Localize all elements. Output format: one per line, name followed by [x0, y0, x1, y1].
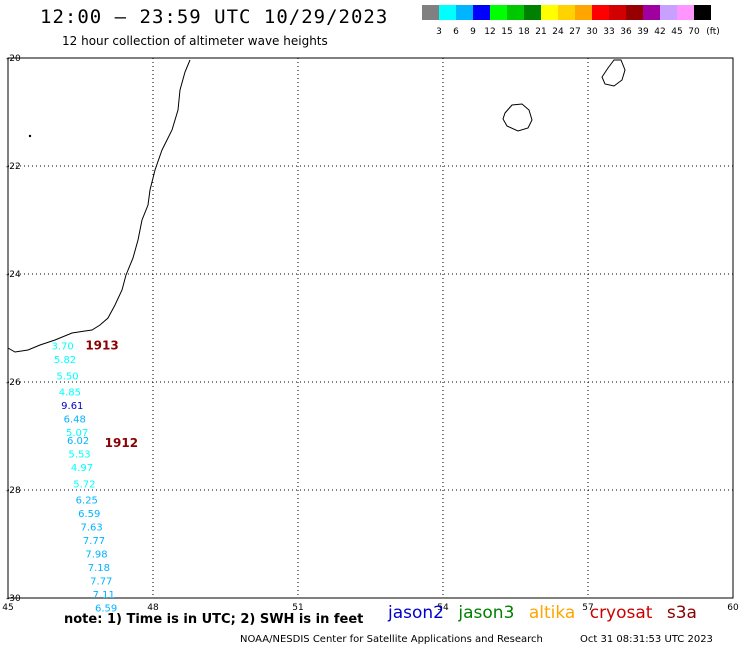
longitude-tick-label: 60: [727, 603, 739, 613]
color-scale-swatch: [660, 5, 677, 20]
color-scale-swatch: [558, 5, 575, 20]
color-scale-swatch: [473, 5, 490, 20]
color-scale-tick-label: 3: [436, 27, 442, 37]
legend-jason3: jason3: [458, 603, 515, 623]
color-scale-swatch: [592, 5, 609, 20]
wave-height-value: 5.82: [54, 355, 76, 366]
mauritius-island: [601, 59, 626, 87]
color-scale-tick-label: 9: [470, 27, 476, 37]
color-scale-tick-label: 6: [453, 27, 459, 37]
small-island: [28, 134, 32, 138]
color-scale-swatch: [422, 5, 439, 20]
longitude-tick-label: 54: [437, 603, 449, 613]
coastline: [7, 59, 626, 353]
latitude-tick-label: -28: [6, 486, 21, 496]
map-grid: 45 48 51 54 57 60 -20 -22 -24 -26 -28 -30: [2, 54, 739, 613]
wave-height-value: 7.98: [85, 550, 107, 561]
latitude-tick-label: -22: [6, 162, 21, 172]
color-scale-swatch: [643, 5, 660, 20]
wave-height-value: 6.48: [64, 415, 86, 426]
color-scale-swatch: [439, 5, 456, 20]
wave-height-value: 9.61: [61, 401, 83, 412]
wave-height-value: 3.70: [52, 342, 74, 353]
color-scale-tick-label: 42: [654, 27, 666, 37]
footer-timestamp: Oct 31 08:31:53 UTC 2023: [580, 634, 713, 645]
madagascar-coastline: [7, 59, 191, 353]
color-scale-tick-label: 18: [518, 27, 530, 37]
wave-height-value: 7.77: [90, 577, 112, 588]
page-title: 12:00 – 23:59 UTC 10/29/2023: [40, 6, 389, 28]
wave-height-value: 7.11: [93, 590, 115, 601]
longitude-tick-label: 48: [147, 603, 159, 613]
units-note: note: 1) Time is in UTC; 2) SWH is in fe…: [64, 612, 364, 627]
color-scale-tick-label: 21: [535, 27, 547, 37]
satellite-pass-labels: 1913 1912: [85, 339, 138, 450]
color-scale-bar: [422, 5, 711, 20]
color-scale-swatch: [507, 5, 524, 20]
wave-height-value: 6.59: [78, 509, 100, 520]
footer-credit: NOAA/NESDIS Center for Satellite Applica…: [240, 634, 543, 645]
wave-height-value: 6.59: [95, 604, 117, 615]
wave-height-value: 4.97: [71, 463, 93, 474]
wave-height-value: 4.85: [59, 388, 81, 399]
color-scale-tick-label: 70: [688, 27, 700, 37]
wave-height-value: 6.02: [67, 436, 89, 447]
color-scale-swatch: [626, 5, 643, 20]
color-scale-swatch: [490, 5, 507, 20]
wave-height-value: 5.50: [56, 371, 78, 382]
wave-height-value: 7.77: [83, 536, 105, 547]
wave-height-value: 7.18: [88, 563, 110, 574]
color-scale-swatch: [541, 5, 558, 20]
color-scale-tick-label: 27: [569, 27, 581, 37]
color-scale-tick-label: 39: [637, 27, 649, 37]
wave-height-value: 5.53: [68, 450, 90, 461]
longitude-tick-label: 45: [2, 603, 13, 613]
longitude-tick-label: 51: [292, 603, 303, 613]
color-scale-tick-label: 30: [586, 27, 598, 37]
map-border: [7, 57, 734, 599]
longitude-tick-label: 57: [582, 603, 593, 613]
latitude-tick-label: -26: [6, 378, 21, 388]
color-scale-tick-label: 33: [603, 27, 615, 37]
altimeter-measurements: 3.70 5.82 5.50 4.85 9.61 6.48 5.076.02 5.53 4.97…: [52, 342, 118, 615]
color-scale-unit: (ft): [706, 27, 720, 37]
reunion-island: [502, 103, 533, 132]
color-scale-tick-label: 36: [620, 27, 632, 37]
legend-jason2: jason2: [388, 603, 444, 623]
color-scale-swatch: [677, 5, 694, 20]
color-scale-legend: 3 6 9 12 15 18 21 24 27 30 33 36 39 42 45 70 (ft): [422, 5, 732, 37]
color-scale-swatch: [575, 5, 592, 20]
color-scale-swatch: [609, 5, 626, 20]
color-scale-tick-label: 15: [501, 27, 513, 37]
color-scale-swatch: [694, 5, 711, 20]
legend-cryosat: cryosat: [589, 603, 653, 623]
latitude-tick-label: -24: [6, 270, 21, 280]
satellite-legend: jason2 jason3 altika cryosat s3a: [388, 603, 706, 623]
page-subtitle: 12 hour collection of altimeter wave hei…: [62, 34, 328, 48]
latitude-tick-label: -30: [6, 594, 21, 604]
wave-height-value: 6.25: [76, 496, 98, 507]
color-scale-tick-label: 12: [484, 27, 496, 37]
pass-time-label: 1913: [85, 339, 118, 353]
color-scale-tick-label: 24: [552, 27, 564, 37]
wave-height-value: 5.07: [66, 428, 88, 439]
wave-height-value: 7.63: [81, 523, 103, 534]
color-scale-swatch: [456, 5, 473, 20]
legend-altika: altika: [528, 603, 576, 623]
wave-height-value: 5.72: [73, 479, 95, 490]
color-scale-tick-label: 45: [671, 27, 683, 37]
latitude-tick-label: -20: [6, 54, 21, 64]
pass-time-label: 1912: [105, 436, 138, 450]
color-scale-swatch: [524, 5, 541, 20]
legend-s3a: s3a: [666, 603, 697, 623]
